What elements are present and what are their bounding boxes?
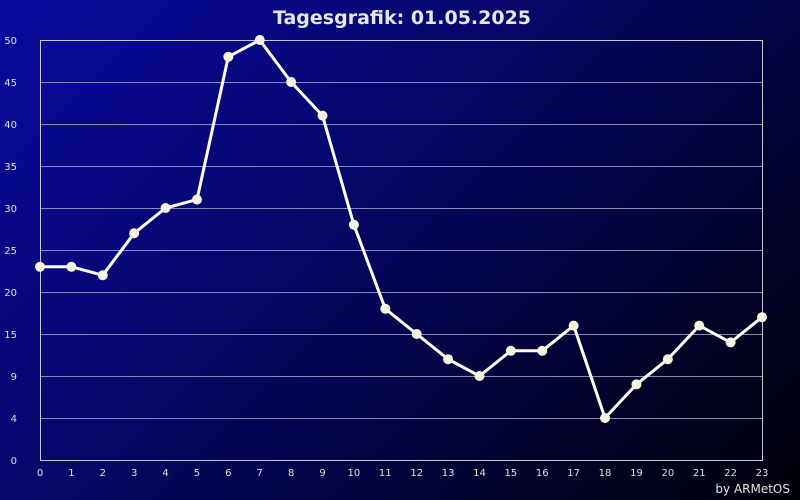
data-point xyxy=(537,345,548,356)
x-tick-label: 1 xyxy=(68,468,74,479)
data-point xyxy=(380,303,391,314)
x-tick-label: 17 xyxy=(567,468,580,479)
x-tick-label: 12 xyxy=(410,468,423,479)
x-tick-label: 3 xyxy=(131,468,137,479)
y-tick-label: 50 xyxy=(4,36,17,47)
y-tick-label: 35 xyxy=(4,162,17,173)
x-tick-label: 18 xyxy=(599,468,612,479)
x-tick-label: 9 xyxy=(319,468,325,479)
x-tick-label: 4 xyxy=(162,468,168,479)
x-tick-label: 10 xyxy=(348,468,361,479)
y-tick-label: 9 xyxy=(11,372,17,383)
data-point xyxy=(286,77,297,87)
chart-title: Tagesgrafik: 01.05.2025 xyxy=(273,7,531,29)
x-tick-label: 5 xyxy=(194,468,200,479)
x-tick-label: 20 xyxy=(661,468,674,479)
data-point xyxy=(568,320,579,331)
data-point xyxy=(411,329,422,339)
data-point xyxy=(600,413,611,423)
data-points xyxy=(35,35,767,423)
grid xyxy=(40,40,762,419)
series-line xyxy=(40,38,763,420)
x-tick-label: 11 xyxy=(379,468,392,479)
x-tick-label: 22 xyxy=(724,468,737,479)
x-tick-label: 13 xyxy=(442,468,455,479)
x-axis-ticks: 0 1 2 3 4 5 6 7 8 9 10 11 12 13 14 15 16 17 18 19 20 21 22 23 xyxy=(37,468,769,479)
x-tick-label: 15 xyxy=(505,468,518,479)
data-point xyxy=(97,270,108,281)
x-tick-label: 6 xyxy=(225,468,231,479)
credit-text: by ARMetOS xyxy=(715,482,790,496)
y-axis-ticks: 0 4 9 15 20 25 30 35 40 45 50 xyxy=(4,36,17,467)
axes xyxy=(40,40,763,461)
data-point xyxy=(223,51,234,62)
data-point xyxy=(662,354,673,365)
data-point xyxy=(160,203,171,213)
data-point xyxy=(254,35,265,45)
x-tick-label: 2 xyxy=(100,468,106,479)
x-tick-label: 16 xyxy=(536,468,549,479)
y-tick-label: 40 xyxy=(4,120,17,131)
data-point xyxy=(317,110,328,121)
x-tick-label: 8 xyxy=(288,468,294,479)
x-tick-label: 23 xyxy=(756,468,769,479)
data-point xyxy=(631,379,642,390)
data-point xyxy=(505,345,516,356)
x-tick-label: 21 xyxy=(693,468,706,479)
data-point xyxy=(757,312,767,323)
data-point xyxy=(474,371,485,381)
y-tick-label: 0 xyxy=(11,456,17,467)
y-tick-label: 25 xyxy=(4,246,17,257)
series-line-group xyxy=(40,38,763,420)
y-tick-label: 20 xyxy=(4,288,17,299)
x-tick-label: 7 xyxy=(257,468,263,479)
data-point xyxy=(348,219,359,230)
data-point xyxy=(191,194,202,205)
data-point xyxy=(129,228,140,239)
y-tick-label: 15 xyxy=(4,330,17,341)
y-tick-label: 4 xyxy=(11,414,17,425)
x-tick-label: 0 xyxy=(37,468,43,479)
x-tick-label: 19 xyxy=(630,468,643,479)
data-point xyxy=(694,320,705,331)
x-tick-label: 14 xyxy=(473,468,486,479)
data-point xyxy=(725,337,736,348)
data-point xyxy=(443,354,454,365)
data-point xyxy=(66,261,77,272)
data-point xyxy=(35,261,45,272)
y-tick-label: 45 xyxy=(4,78,17,89)
y-tick-label: 30 xyxy=(4,204,17,215)
